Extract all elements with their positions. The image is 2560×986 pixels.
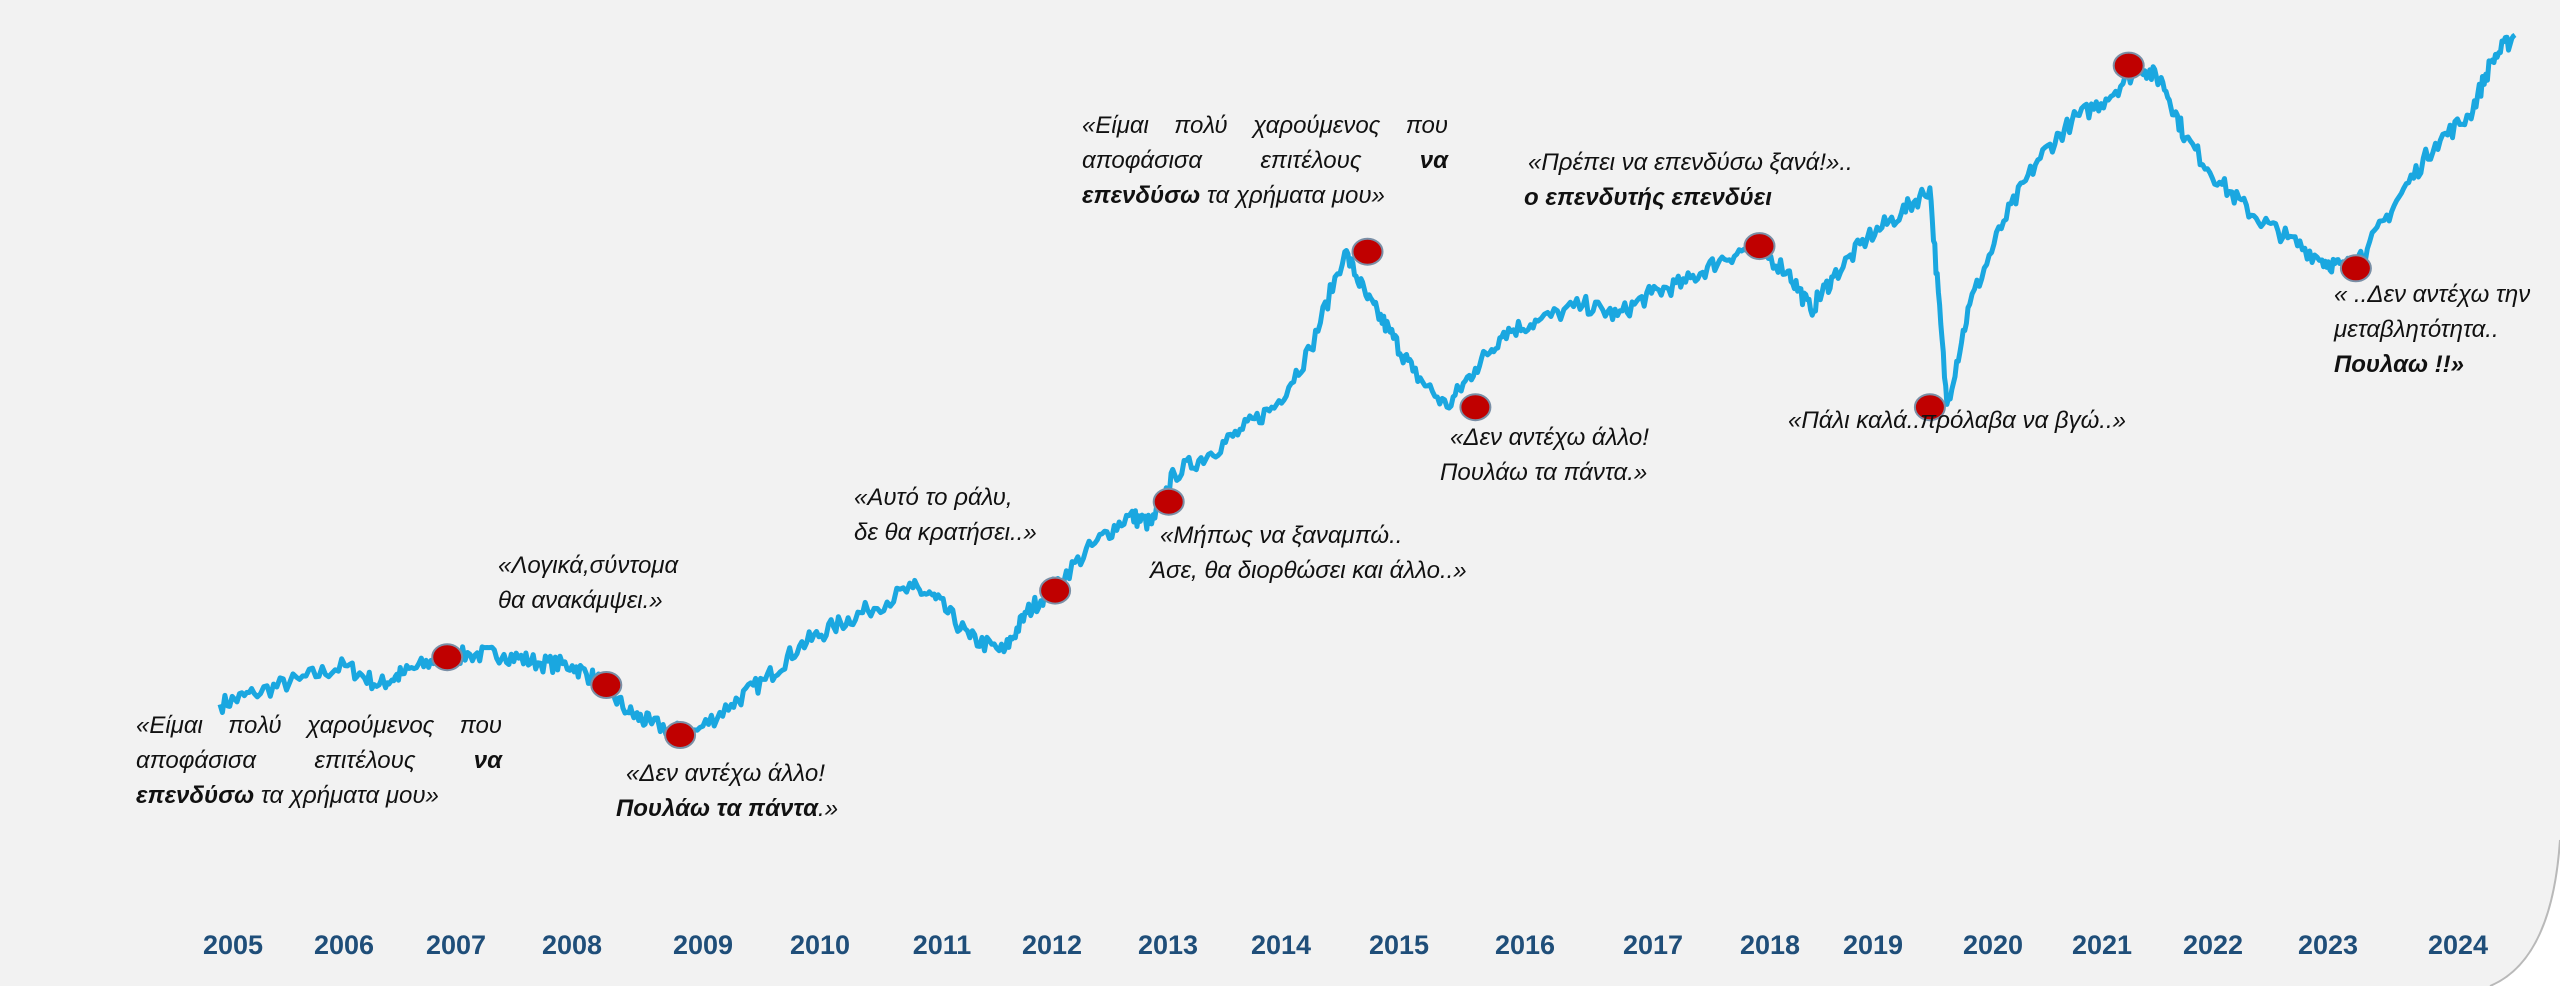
event-marker-3 [1039, 576, 1072, 605]
year-label-2023: 2023 [2298, 930, 2358, 960]
event-marker-5 [1351, 237, 1384, 266]
year-label-2020: 2020 [1963, 930, 2023, 960]
year-label-2024: 2024 [2428, 930, 2488, 960]
event-marker-0 [431, 643, 464, 672]
caption-2023-sell: « ..Δεν αντέχω την μεταβλητότητα.. Πουλα… [2334, 281, 2531, 378]
event-marker-8 [1913, 393, 1946, 422]
event-marker-10 [2339, 254, 2372, 283]
caption-2012-rally: «Αυτό το ράλυ, δε θα κρατήσει..» [854, 484, 1037, 546]
event-marker-2 [664, 721, 697, 749]
x-axis-year-labels: 2005 2006 2007 2008 2009 2010 2011 2012 2013 2014… [203, 930, 2488, 960]
series-line-index [217, 32, 2517, 743]
year-label-2006: 2006 [314, 930, 374, 960]
year-label-2018: 2018 [1740, 930, 1800, 960]
year-label-2014: 2014 [1251, 930, 1311, 960]
event-markers [431, 51, 2372, 749]
event-marker-7 [1743, 232, 1776, 261]
year-label-2005: 2005 [203, 930, 263, 960]
year-label-2013: 2013 [1138, 930, 1198, 960]
year-label-2008: 2008 [542, 930, 602, 960]
year-label-2010: 2010 [790, 930, 850, 960]
caption-2020-exit: «Πάλι καλά..πρόλαβα να βγώ..» [1788, 407, 2126, 434]
year-label-2022: 2022 [2183, 930, 2243, 960]
year-label-2009: 2009 [673, 930, 733, 960]
caption-2008-sell: «Δεν αντέχω άλλο! Πουλάω τα πάντα.» [616, 760, 839, 822]
caption-2007-rebound: «Λογικά,σύντομα θα ανακάμψει.» [498, 552, 679, 614]
year-label-2016: 2016 [1495, 930, 1555, 960]
caption-2016-sell: «Δεν αντέχω άλλο! Πουλάω τα πάντα.» [1440, 424, 1649, 486]
series-layer [217, 32, 2517, 743]
year-label-2011: 2011 [913, 930, 972, 960]
year-label-2007: 2007 [426, 930, 486, 960]
year-label-2015: 2015 [1369, 930, 1429, 960]
event-marker-1 [590, 671, 623, 699]
year-label-2017: 2017 [1623, 930, 1683, 960]
page-curl-edge [2489, 839, 2560, 986]
caption-2013-reenter: «Μήπως να ξαναμπώ.. Άσε, θα διορθώσει κα… [1150, 522, 1467, 584]
event-marker-4 [1152, 487, 1185, 516]
year-label-2021: 2021 [2072, 930, 2132, 960]
caption-2008-buy: «Είμαι πολύ χαρούμενος που αποφάσισα επι… [136, 712, 502, 809]
year-label-2012: 2012 [1022, 930, 1082, 960]
year-label-2019: 2019 [1843, 930, 1903, 960]
event-marker-6 [1459, 393, 1492, 422]
caption-2015-buy: «Είμαι πολύ χαρούμενος που αποφάσισα επι… [1082, 112, 1448, 209]
event-marker-9 [2112, 51, 2145, 80]
caption-2018-reinvest: «Πρέπει να επενδύσω ξανά!».. ο επενδυτής… [1524, 149, 1853, 211]
